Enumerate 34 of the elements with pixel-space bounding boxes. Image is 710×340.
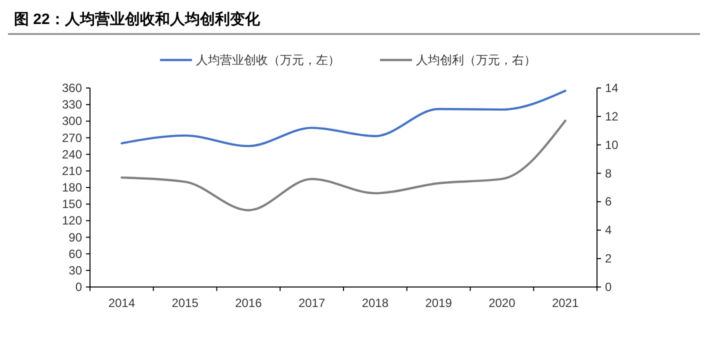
x-tick-label: 2018 [362, 296, 389, 310]
y-tick-label: 240 [62, 147, 82, 162]
y-tick-label: 210 [62, 164, 82, 178]
y-tick-label: 300 [62, 114, 82, 128]
x-tick-label: 2020 [488, 296, 516, 310]
x-tick-label: 2017 [298, 296, 326, 310]
y-tick-label: 360 [62, 81, 82, 95]
x-tick-label: 2019 [425, 296, 452, 310]
y2-tick-label: 12 [605, 109, 619, 124]
y-tick-label: 120 [62, 214, 82, 228]
y2-tick-label: 10 [605, 138, 619, 152]
x-tick-label: 2015 [172, 296, 199, 310]
y2-tick-label: 14 [605, 81, 619, 95]
y-tick-label: 0 [75, 280, 82, 294]
y-tick-label: 180 [62, 180, 82, 194]
y-tick-label: 330 [62, 98, 82, 112]
line-series [120, 120, 566, 212]
x-tick-label: 2014 [108, 296, 136, 310]
x-tick-label: 2021 [552, 296, 579, 310]
x-tick-label: 2016 [235, 296, 262, 310]
line-series [120, 90, 566, 148]
chart-title: 图 22：人均营业创收和人均创利变化 [14, 10, 261, 28]
y2-tick-label: 4 [605, 223, 612, 238]
y-tick-label: 270 [62, 130, 82, 145]
y2-tick-label: 2 [605, 252, 612, 266]
legend-label: 人均营业创收（万元，左） [196, 53, 340, 67]
y2-tick-label: 6 [605, 194, 612, 209]
y2-tick-label: 8 [605, 166, 612, 180]
y2-tick-label: 0 [605, 280, 612, 294]
y-tick-label: 30 [68, 263, 82, 278]
y-tick-label: 150 [62, 197, 82, 212]
y-tick-label: 60 [68, 246, 82, 261]
legend-label: 人均创利（万元，右） [416, 53, 536, 67]
y-tick-label: 90 [68, 230, 82, 244]
